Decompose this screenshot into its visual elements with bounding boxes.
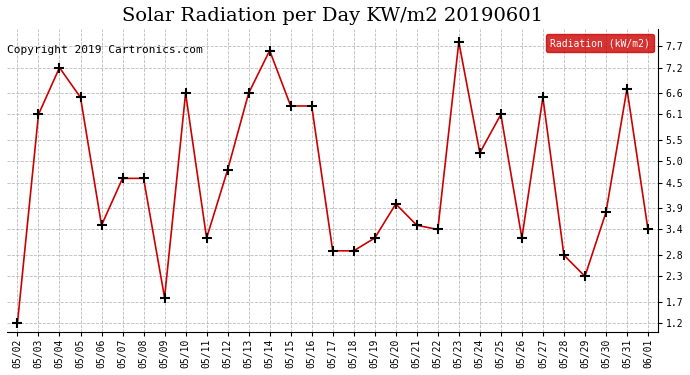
Text: Copyright 2019 Cartronics.com: Copyright 2019 Cartronics.com xyxy=(7,45,203,55)
Title: Solar Radiation per Day KW/m2 20190601: Solar Radiation per Day KW/m2 20190601 xyxy=(122,7,543,25)
Legend: Radiation (kW/m2): Radiation (kW/m2) xyxy=(546,34,653,52)
